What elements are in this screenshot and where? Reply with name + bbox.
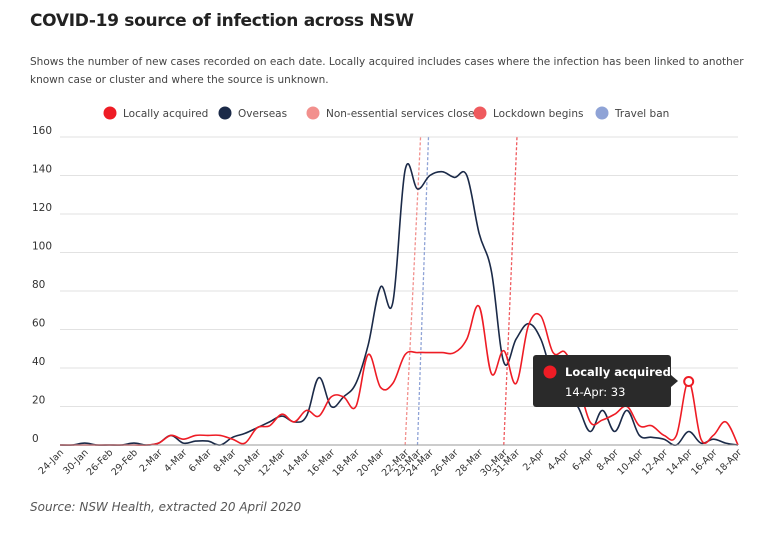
x-tick-label: 2-Mar [138, 447, 165, 474]
x-axis: 24-Jan30-Jan26-Feb29-Feb2-Mar4-Mar6-Mar8… [37, 444, 744, 479]
y-tick-label: 160 [32, 125, 52, 137]
x-tick-label: 6-Mar [187, 447, 214, 474]
y-tick-label: 60 [32, 318, 45, 330]
x-tick-label: 26-Feb [85, 447, 116, 478]
x-tick-label: 4-Mar [162, 447, 189, 474]
chart-source: Source: NSW Health, extracted 20 April 2… [30, 500, 302, 514]
legend-label-travel-ban: Travel ban [614, 108, 669, 120]
tooltip-title: Locally acquired [565, 365, 671, 379]
x-tick-label: 6-Apr [570, 447, 596, 473]
tooltip-marker [543, 365, 557, 379]
y-tick-label: 120 [32, 202, 52, 214]
y-tick-label: 20 [32, 395, 45, 407]
x-tick-label: 14-Apr [665, 447, 695, 477]
legend-label-non-essential-services-closed: Non-essential services closed [326, 108, 481, 120]
y-tick-label: 80 [32, 279, 45, 291]
legend-marker-locally-acquired [103, 106, 117, 120]
x-tick-label: 16-Apr [689, 447, 719, 477]
y-tick-label: 100 [32, 241, 52, 253]
x-tick-label: 12-Apr [640, 447, 670, 477]
y-tick-label: 0 [32, 433, 39, 445]
legend-label-overseas: Overseas [238, 108, 287, 120]
chart-legend: Locally acquired Overseas Non-essential se… [103, 106, 669, 120]
x-tick-label: 10-Apr [615, 447, 645, 477]
legend-label-locally-acquired: Locally acquired [123, 108, 208, 120]
tooltip-pointer [671, 375, 678, 387]
tooltip-point-marker [683, 375, 695, 387]
x-tick-label: 4-Apr [546, 447, 572, 473]
x-tick-label: 18-Apr [714, 447, 744, 477]
y-tick-label: 140 [32, 164, 52, 176]
x-tick-label: 24-Jan [37, 447, 66, 476]
tooltip-box [533, 355, 671, 407]
legend-marker-overseas [218, 106, 232, 120]
x-tick-label: 29-Feb [109, 447, 140, 478]
legend-marker-travel-ban [595, 106, 609, 120]
event-line-lockdown-begins [503, 136, 518, 446]
y-axis: 0 20 40 60 80 100 120 140 160 [32, 125, 52, 445]
y-tick-label: 40 [32, 356, 45, 368]
chart-subtitle: Shows the number of new cases recorded o… [30, 56, 744, 86]
tooltip-value: 14-Apr: 33 [565, 385, 625, 399]
chart-title: COVID-19 source of infection across NSW [30, 11, 414, 31]
x-tick-label: 2-Apr [521, 447, 547, 473]
legend-marker-non-essential-services-closed [306, 106, 320, 120]
legend-label-lockdown-begins: Lockdown begins [493, 108, 583, 120]
event-line-travel-ban [416, 136, 430, 446]
tooltip: Locally acquired 14-Apr: 33 [533, 355, 695, 407]
legend-marker-lockdown-begins [473, 106, 487, 120]
